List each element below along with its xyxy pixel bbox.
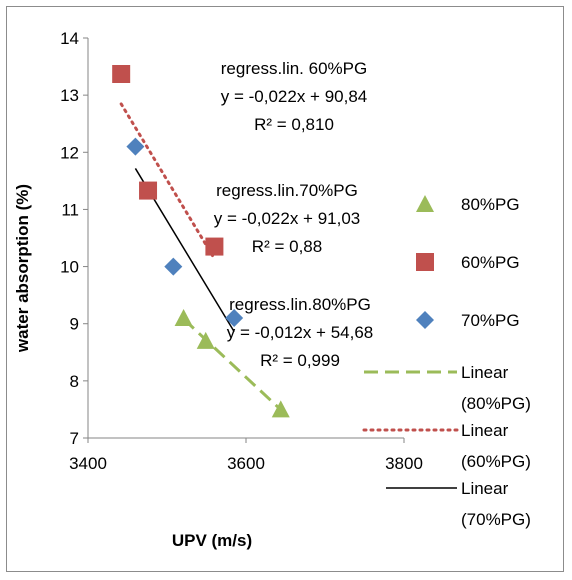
trendline (182, 317, 282, 411)
x-tick-label: 3400 (69, 454, 107, 473)
data-point-diamond (126, 137, 145, 156)
y-tick-label: 10 (60, 258, 79, 277)
annotations: regress.lin. 60%PG y = -0,022x + 90,84 R² … (214, 59, 374, 370)
data-point-triangle (416, 195, 434, 212)
regression-annotation-line: y = -0,022x + 90,84 (221, 87, 368, 106)
data-point-triangle (196, 331, 215, 349)
regression-annotation-line: R² = 0,88 (252, 237, 322, 256)
legend-trendline-label: Linear (461, 421, 509, 440)
y-tick-label: 13 (60, 86, 79, 105)
legend-trendline-label: Linear (461, 479, 509, 498)
axes: 7 8 9 10 11 12 13 14 3400 3600 3800 (60, 29, 423, 473)
legend-trendline-label: (60%PG) (461, 452, 531, 471)
regression-annotation-line: regress.lin.80%PG (229, 295, 371, 314)
legend-label: 70%PG (461, 311, 520, 330)
regression-annotation-line: regress.lin.70%PG (216, 181, 358, 200)
trendline (119, 102, 216, 261)
chart-frame (6, 6, 564, 572)
data-point-diamond (416, 311, 434, 329)
x-axis-title: UPV (m/s) (172, 531, 252, 550)
y-tick-label: 9 (70, 315, 79, 334)
data-point-triangle (174, 309, 193, 326)
legend-label: 80%PG (461, 195, 520, 214)
data-point-square (112, 65, 131, 83)
y-tick-label: 8 (70, 372, 79, 391)
x-tick-label: 3600 (227, 454, 265, 473)
data-point-square (139, 181, 158, 200)
data-point-square (205, 237, 224, 256)
x-tick-label: 3800 (385, 454, 423, 473)
legend: 80%PG 60%PG 70%PG Linear (80%PG) Linear (60%PG… (362, 195, 531, 529)
data-point-diamond (164, 257, 183, 276)
data-marks (112, 65, 290, 418)
data-point-diamond (225, 309, 244, 327)
regression-annotation-line: R² = 0,999 (260, 351, 340, 370)
data-point-square (416, 253, 434, 271)
regression-annotation-line: y = -0,022x + 91,03 (214, 209, 361, 228)
legend-trendline-label: (80%PG) (461, 394, 531, 413)
trendlines (119, 102, 282, 411)
regression-annotation-line: regress.lin. 60%PG (221, 59, 367, 78)
y-tick-label: 11 (61, 200, 79, 219)
regression-annotation-line: y = -0,012x + 54,68 (227, 323, 374, 342)
y-tick-label: 14 (60, 29, 79, 48)
y-tick-label: 7 (70, 429, 79, 448)
y-tick-label: 12 (60, 143, 79, 162)
legend-label: 60%PG (461, 253, 520, 272)
regression-annotation-line: R² = 0,810 (254, 115, 334, 134)
y-axis-title: water absorption (%) (13, 184, 32, 353)
legend-trendline-label: (70%PG) (461, 510, 531, 529)
data-point-triangle (271, 400, 290, 418)
legend-trendline-label: Linear (461, 363, 509, 382)
